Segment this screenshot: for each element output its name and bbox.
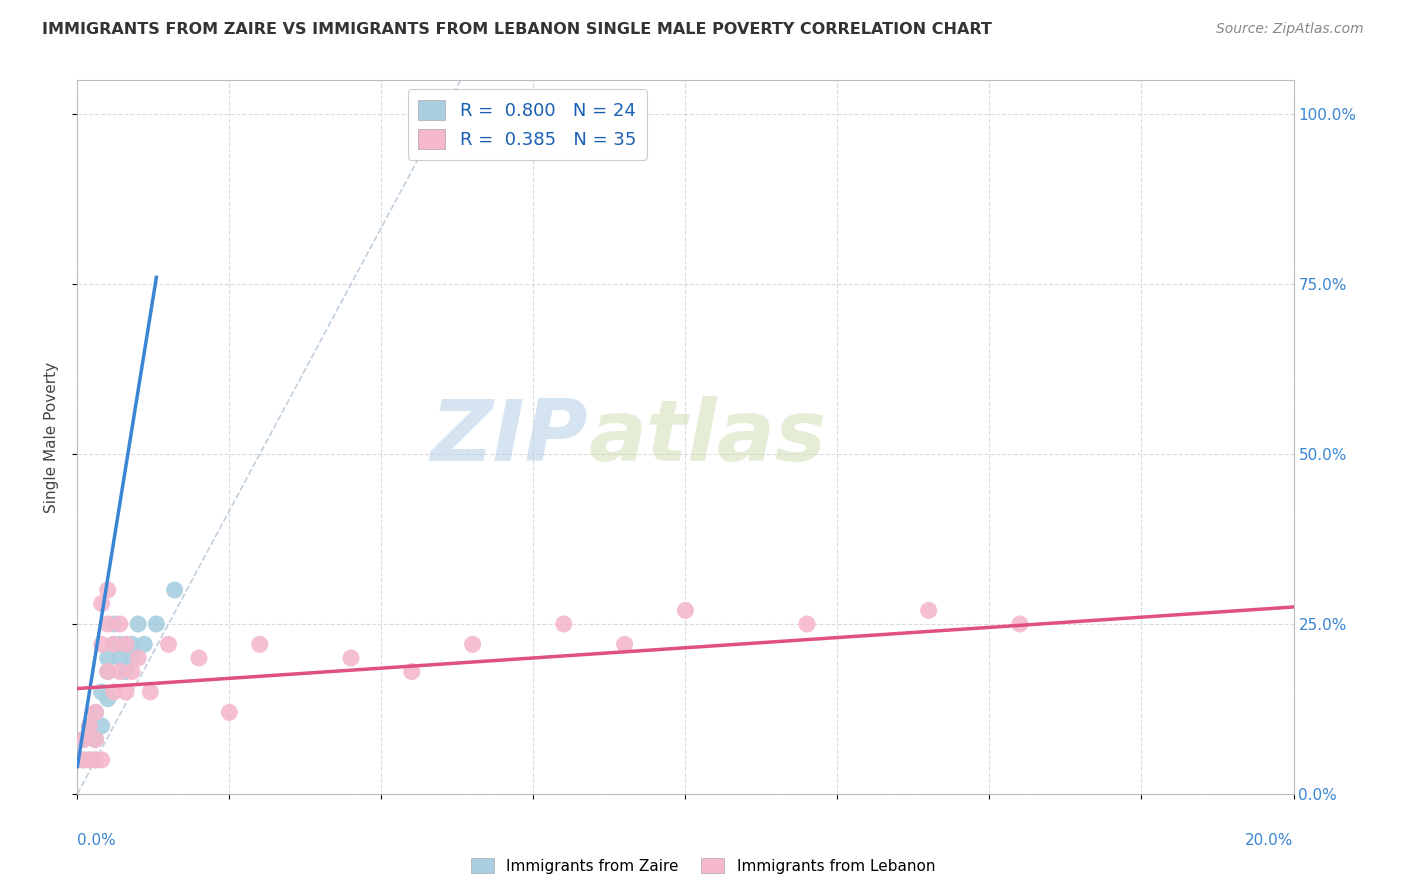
- Text: 20.0%: 20.0%: [1246, 833, 1294, 848]
- Point: [121, 651, 143, 665]
- Point: [461, 637, 484, 651]
- Text: IMMIGRANTS FROM ZAIRE VS IMMIGRANTS FROM LEBANON SINGLE MALE POVERTY CORRELATION: IMMIGRANTS FROM ZAIRE VS IMMIGRANTS FROM…: [42, 22, 993, 37]
- Point: [97, 617, 120, 632]
- Point: [115, 637, 138, 651]
- Point: [163, 582, 186, 597]
- Point: [115, 685, 138, 699]
- Point: [127, 651, 149, 665]
- Point: [796, 617, 818, 632]
- Point: [79, 753, 101, 767]
- Point: [121, 665, 143, 679]
- Point: [72, 753, 94, 767]
- Legend: R =  0.800   N = 24, R =  0.385   N = 35: R = 0.800 N = 24, R = 0.385 N = 35: [408, 89, 647, 160]
- Point: [127, 617, 149, 632]
- Point: [84, 706, 107, 720]
- Point: [90, 719, 112, 733]
- Point: [115, 665, 138, 679]
- Point: [84, 753, 107, 767]
- Point: [90, 637, 112, 651]
- Point: [84, 706, 107, 720]
- Point: [218, 706, 240, 720]
- Point: [139, 685, 162, 699]
- Legend: Immigrants from Zaire, Immigrants from Lebanon: Immigrants from Zaire, Immigrants from L…: [465, 852, 941, 880]
- Point: [84, 732, 107, 747]
- Point: [79, 753, 101, 767]
- Point: [108, 651, 131, 665]
- Point: [103, 617, 125, 632]
- Point: [108, 637, 131, 651]
- Point: [97, 651, 120, 665]
- Point: [103, 685, 125, 699]
- Y-axis label: Single Male Poverty: Single Male Poverty: [44, 361, 59, 513]
- Point: [72, 732, 94, 747]
- Text: atlas: atlas: [588, 395, 827, 479]
- Point: [97, 582, 120, 597]
- Point: [79, 719, 101, 733]
- Point: [72, 753, 94, 767]
- Point: [84, 753, 107, 767]
- Point: [134, 637, 156, 651]
- Point: [401, 665, 423, 679]
- Point: [613, 637, 636, 651]
- Point: [108, 665, 131, 679]
- Point: [79, 719, 101, 733]
- Point: [97, 691, 120, 706]
- Point: [188, 651, 211, 665]
- Point: [145, 617, 167, 632]
- Point: [340, 651, 363, 665]
- Point: [97, 665, 120, 679]
- Text: Source: ZipAtlas.com: Source: ZipAtlas.com: [1216, 22, 1364, 37]
- Point: [249, 637, 271, 651]
- Point: [97, 665, 120, 679]
- Point: [84, 732, 107, 747]
- Point: [675, 603, 697, 617]
- Point: [108, 617, 131, 632]
- Point: [103, 637, 125, 651]
- Point: [157, 637, 180, 651]
- Point: [72, 732, 94, 747]
- Point: [115, 637, 138, 651]
- Text: 0.0%: 0.0%: [77, 833, 117, 848]
- Point: [1008, 617, 1031, 632]
- Point: [103, 637, 125, 651]
- Text: ZIP: ZIP: [430, 395, 588, 479]
- Point: [90, 753, 112, 767]
- Point: [90, 685, 112, 699]
- Point: [90, 597, 112, 611]
- Point: [121, 637, 143, 651]
- Point: [918, 603, 941, 617]
- Point: [553, 617, 575, 632]
